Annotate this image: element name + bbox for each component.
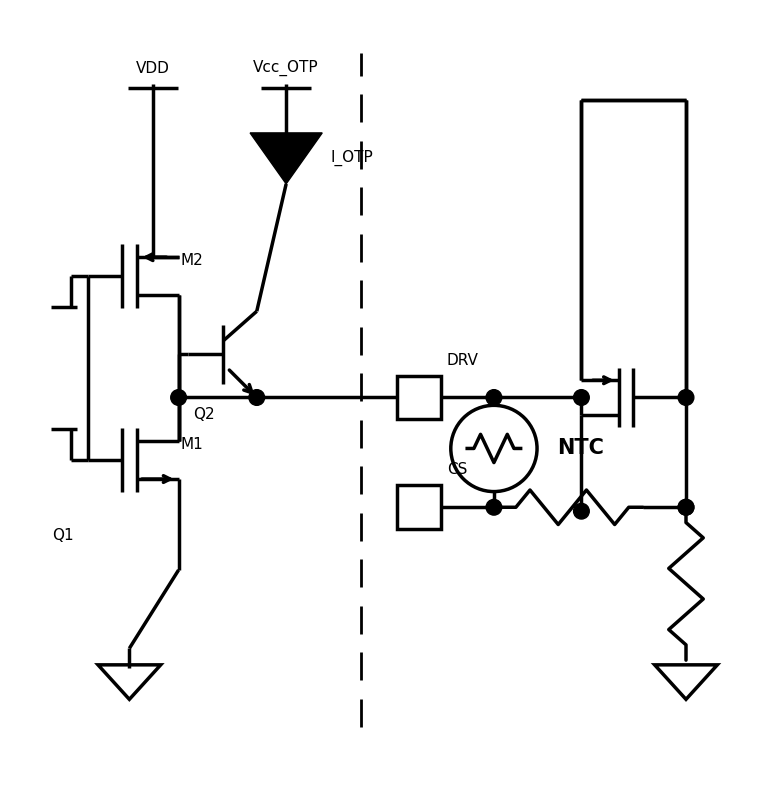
Text: DRV: DRV [447,353,479,368]
Text: M2: M2 [180,253,203,268]
Circle shape [678,499,694,515]
Circle shape [678,390,694,405]
Text: CS: CS [447,463,467,478]
Text: Vcc_OTP: Vcc_OTP [253,60,319,76]
Text: VDD: VDD [136,61,170,76]
Text: I_OTP: I_OTP [330,150,373,166]
Circle shape [486,499,502,515]
Text: Q2: Q2 [193,407,215,422]
Circle shape [574,390,590,405]
Circle shape [171,390,187,405]
Text: M1: M1 [180,437,203,452]
Text: NTC: NTC [557,439,604,459]
Text: Q1: Q1 [52,528,74,543]
Circle shape [486,390,502,405]
Circle shape [249,390,264,405]
Bar [397,375,441,420]
Bar [397,485,441,529]
Circle shape [574,503,590,519]
Polygon shape [250,133,322,184]
Circle shape [678,499,694,515]
